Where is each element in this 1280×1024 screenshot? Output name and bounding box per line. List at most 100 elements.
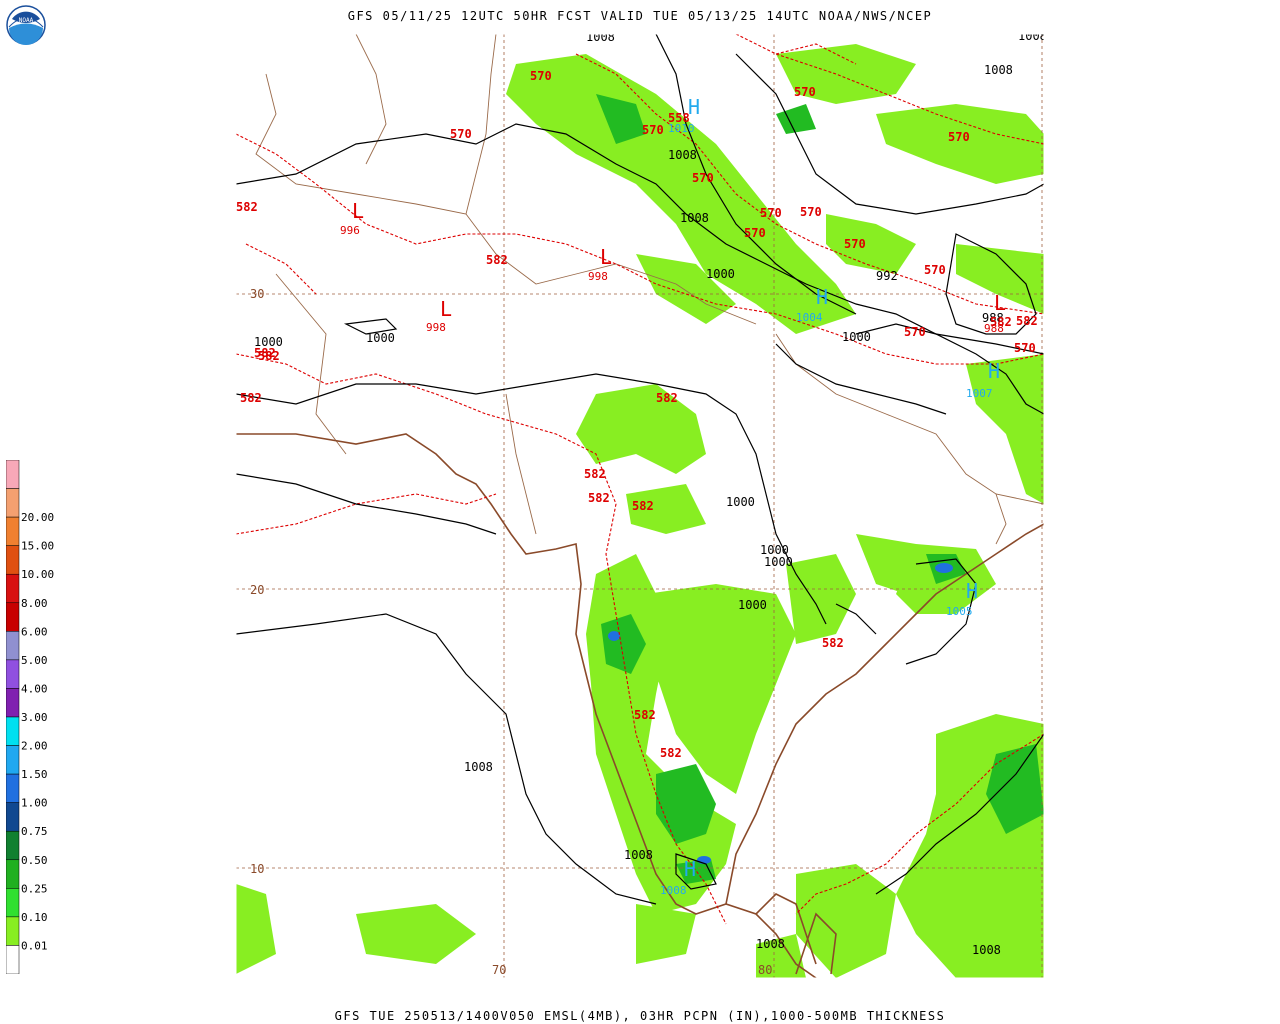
high-symbol: H — [966, 579, 978, 603]
pressure-label: 1008 — [668, 148, 697, 162]
legend-label: 15.00 — [21, 540, 54, 553]
thickness-label: 582 — [240, 391, 262, 405]
high-symbol: H — [688, 95, 700, 119]
legend-label: 0.25 — [21, 882, 48, 895]
pressure-label: 988 — [982, 311, 1004, 325]
pressure-label: 1000 — [366, 331, 395, 345]
thickness-label: 582 — [258, 349, 280, 363]
thickness-label: 558 — [668, 111, 690, 125]
low-value: 996 — [340, 224, 360, 237]
thickness-label: 582 — [632, 499, 654, 513]
thickness-label: 582 — [584, 467, 606, 481]
legend-swatch — [6, 488, 20, 518]
legend-label: 10.00 — [21, 568, 54, 581]
legend-swatch — [6, 631, 20, 661]
thickness-label: 570 — [794, 85, 816, 99]
legend-swatch — [6, 916, 20, 946]
thickness-label: 570 — [642, 123, 664, 137]
legend-swatch — [6, 773, 20, 803]
low-centers: L 996 L 998 L 998 L 988 — [340, 199, 1006, 335]
low-value: 998 — [426, 321, 446, 334]
legend-swatch — [6, 945, 20, 974]
lat-labels: 30 20 10 — [250, 287, 264, 876]
thickness-label: 570 — [760, 206, 782, 220]
lon-label-80: 80 — [758, 963, 772, 977]
precipitation-blue — [608, 563, 953, 864]
legend-label: 2.00 — [21, 740, 48, 753]
pressure-label: 1008 — [756, 937, 785, 951]
low-symbol: L — [440, 297, 452, 321]
thickness-labels: 570 570 570 558 570 570 570 570 570 570 … — [236, 69, 1038, 760]
pressure-label: 1000 — [706, 267, 735, 281]
legend-label: 3.00 — [21, 711, 48, 724]
pressure-label: 1008 — [586, 34, 615, 44]
low-symbol: L — [600, 245, 612, 269]
thickness-label: 582 — [822, 636, 844, 650]
high-value: 1008 — [660, 884, 687, 897]
thickness-label: 570 — [904, 325, 926, 339]
legend-swatch — [6, 460, 20, 489]
legend-swatch — [6, 888, 20, 918]
legend-swatch — [6, 745, 20, 775]
pressure-label: 1000 — [726, 495, 755, 509]
thickness-label: 570 — [1014, 341, 1036, 355]
legend-swatch — [6, 659, 20, 689]
low-symbol: L — [994, 291, 1006, 315]
thickness-label: 582 — [634, 708, 656, 722]
thickness-label: 582 — [990, 315, 1012, 329]
pressure-label: 1008 — [464, 760, 493, 774]
thickness-label: 570 — [450, 127, 472, 141]
legend-swatch — [6, 859, 20, 889]
legend-label: 6.00 — [21, 625, 48, 638]
high-value: 1004 — [796, 311, 823, 324]
legend-swatch — [6, 602, 20, 632]
pressure-label: 1000 — [842, 330, 871, 344]
thickness-label: 570 — [844, 237, 866, 251]
lat-label-10: 10 — [250, 862, 264, 876]
legend-label: 0.10 — [21, 911, 48, 924]
legend-swatch — [6, 516, 20, 546]
pressure-label: 1000 — [254, 335, 283, 349]
legend-label: 8.00 — [21, 597, 48, 610]
legend-labels: 20.00 15.00 10.00 8.00 6.00 5.00 4.00 3.00 2.00 1… — [21, 511, 54, 952]
high-value: 1005 — [946, 605, 973, 618]
thickness-label: 570 — [530, 69, 552, 83]
thickness-label: 570 — [692, 171, 714, 185]
pressure-label: 1008 — [680, 211, 709, 225]
latlon-grid — [236, 34, 1044, 978]
thickness-label: 582 — [656, 391, 678, 405]
pressure-isobars — [236, 34, 1044, 905]
thickness-label: 582 — [236, 200, 258, 214]
high-symbol: H — [988, 359, 1000, 383]
high-symbol: H — [816, 285, 828, 309]
country-borders — [255, 34, 1044, 545]
legend-swatches — [6, 460, 20, 974]
chart-title: GFS 05/11/25 12UTC 50HR FCST VALID TUE 0… — [347, 9, 933, 23]
pressure-label: 1000 — [764, 555, 793, 569]
legend-swatch — [6, 688, 20, 718]
legend-swatch — [6, 573, 20, 604]
logo-text: NOAA — [19, 17, 34, 24]
legend-swatch — [6, 802, 20, 832]
pressure-label: 1008 — [984, 63, 1013, 77]
thickness-label: 570 — [800, 205, 822, 219]
pressure-label: 992 — [876, 269, 898, 283]
thickness-label: 570 — [744, 226, 766, 240]
precip-legend: 20.00 15.00 10.00 8.00 6.00 5.00 4.00 3.00 2.00 1… — [6, 460, 54, 974]
low-value: 988 — [984, 322, 1004, 335]
legend-label: 0.75 — [21, 825, 48, 838]
thickness-label: 582 — [254, 346, 276, 360]
legend-label: 0.50 — [21, 854, 48, 867]
legend-label: 1.00 — [21, 797, 48, 810]
pressure-label: 1008 — [624, 848, 653, 862]
lat-label-30: 30 — [250, 287, 264, 301]
weather-map: 30 20 10 70 80 1008 1008 1008 1008 1000 … — [236, 34, 1044, 978]
thickness-label: 582 — [486, 253, 508, 267]
pressure-labels: 1008 1008 1008 1008 1000 1008 992 988 10… — [254, 34, 1044, 957]
legend-swatch — [6, 716, 20, 746]
lon-labels: 70 80 — [492, 963, 772, 977]
noaa-logo: NOAA — [6, 5, 46, 45]
high-value: 1010 — [668, 122, 695, 135]
legend-label: 1.50 — [21, 768, 48, 781]
thickness-label: 582 — [660, 746, 682, 760]
